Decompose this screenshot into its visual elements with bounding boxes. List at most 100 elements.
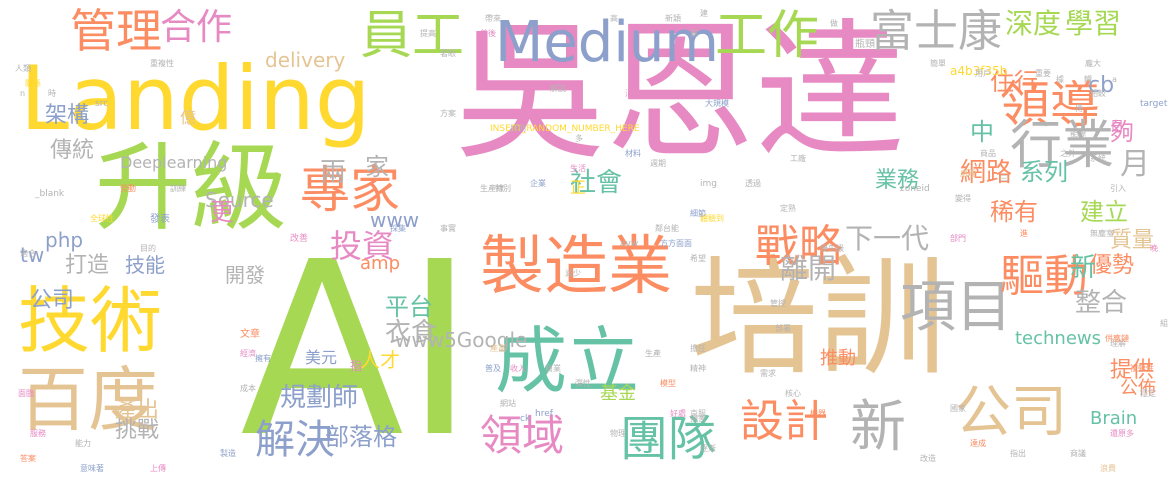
word: 透過 (745, 179, 761, 188)
word: 上傳 (150, 464, 166, 473)
word: 勞動 (120, 184, 136, 193)
word: 複雜性 (1130, 364, 1154, 373)
word: 多 (575, 134, 583, 143)
word: tw (20, 243, 45, 267)
word: 公佈 (1120, 378, 1156, 399)
word: 組 (1160, 319, 1168, 328)
word: 網路 (960, 158, 1013, 188)
word: 技能 (125, 253, 165, 277)
word: 工作 (715, 6, 820, 66)
word: 處理 (960, 169, 976, 178)
word: 發表 (150, 214, 170, 225)
word: 產業 (490, 344, 506, 353)
word: 精神 (690, 364, 706, 373)
word: 據 (1056, 75, 1064, 84)
word: Deeplearning (120, 153, 228, 172)
word: 百度 (18, 359, 158, 441)
word: 高 (610, 14, 618, 23)
word: a4b3f35b (950, 64, 1008, 78)
word: 建 (700, 9, 708, 18)
word: 改善 (290, 234, 309, 244)
word: 引入 (1110, 184, 1126, 193)
word: 三 (1000, 174, 1008, 183)
word: 日 (1110, 119, 1124, 135)
word: _blank (35, 189, 65, 199)
word: 打造 (65, 253, 110, 278)
word: 商業 (545, 364, 561, 373)
word: 產出 (115, 398, 160, 423)
word: 質量 (1110, 228, 1155, 253)
word: 企業 (530, 179, 546, 188)
word: 架構 (45, 103, 90, 128)
word: 目的 (140, 244, 156, 253)
word: 物理 (610, 429, 626, 438)
word: 社會 (570, 168, 623, 198)
word: src (95, 99, 109, 109)
word: amp (360, 253, 400, 274)
word: 答案 (20, 454, 36, 463)
word: zoneid (900, 184, 930, 194)
word: php (45, 228, 84, 252)
word: Medium (495, 10, 719, 75)
word: INSERT_RANDOM_NUMBER_HERE (490, 124, 640, 134)
word: 行業 (1010, 116, 1115, 176)
word: 傳統 (50, 138, 95, 163)
word: 浪費 (1100, 464, 1116, 473)
word: 整合 (1075, 288, 1128, 318)
word: 成本 (240, 384, 256, 393)
word: 衣食 (385, 318, 438, 348)
word: ck (520, 414, 531, 424)
word: 員工 (360, 6, 465, 66)
word: 系統 (1090, 154, 1106, 163)
word: 設計 (740, 396, 828, 447)
word: 龐大 (1085, 59, 1101, 68)
word: 定熟 (780, 204, 796, 213)
word: 生活 (570, 164, 586, 173)
word: 需求 (760, 369, 776, 378)
word: 技術 (18, 279, 163, 363)
word: 新穎 (665, 14, 681, 23)
word: 系列 (1020, 158, 1068, 186)
word: 彈性 (575, 379, 591, 388)
word: img (700, 179, 717, 189)
word: 推動 (820, 348, 856, 369)
word: 重複性 (150, 59, 174, 68)
word: 國家 (950, 404, 966, 413)
word: 擔任 (690, 344, 706, 353)
word: 開發 (225, 263, 265, 287)
word: 人才 (360, 348, 400, 372)
word: 體驗到 (700, 214, 724, 223)
word: 改造 (920, 454, 936, 463)
word: 商品 (980, 149, 996, 158)
word: 成立 (495, 319, 640, 403)
word: 中 (970, 118, 994, 146)
word: 相較 (1090, 89, 1106, 98)
word: 能力 (75, 439, 91, 448)
word: AI (240, 210, 475, 482)
word: 細節 (690, 209, 706, 218)
word: 部落格 (325, 423, 397, 451)
word: 項目 (900, 275, 1012, 340)
word: 公司 (955, 380, 1067, 445)
word: 正 (570, 178, 587, 197)
word: 核心 (785, 389, 801, 398)
word: 達成 (970, 439, 986, 448)
word: 專家 (300, 161, 400, 219)
word: 合作 (160, 7, 233, 48)
word: 夠 (1110, 118, 1134, 146)
word: avw (620, 239, 639, 249)
word: 克服 (690, 409, 706, 418)
word: 美元 (305, 348, 338, 367)
word: 提供 (1110, 358, 1155, 383)
word: technews (1015, 328, 1102, 349)
word: 戰略 (755, 221, 843, 272)
word: 月 (1120, 147, 1150, 182)
word: 優勢 (1090, 253, 1135, 278)
word: 製造業 (480, 230, 672, 304)
word: 升級 (95, 132, 287, 244)
word: 逐漸 (700, 444, 716, 453)
word: 培訓 (690, 244, 947, 393)
word: 還原多 (1110, 429, 1134, 438)
word: 做 (830, 19, 838, 28)
